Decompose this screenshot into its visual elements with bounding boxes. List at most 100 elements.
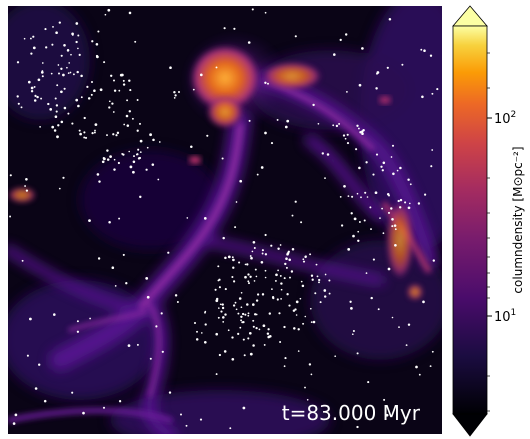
star-particle	[304, 386, 306, 389]
star-particle	[264, 81, 267, 84]
star-particle	[249, 255, 252, 257]
star-particle	[271, 288, 273, 290]
star-particle	[239, 179, 243, 183]
colorbar-minor-ticks	[487, 52, 490, 412]
star-particle	[267, 336, 270, 339]
star-particle	[206, 134, 209, 137]
star-particle	[385, 413, 389, 417]
star-particle	[149, 357, 152, 360]
star-particle	[357, 127, 360, 130]
star-particle	[118, 89, 121, 92]
star-particle	[76, 330, 80, 333]
colorbar: 102 101 columndensity [M⊙pc⁻²]	[452, 5, 525, 437]
star-particle	[77, 47, 79, 50]
star-particle	[136, 129, 139, 132]
star-particle	[252, 325, 255, 328]
star-particle	[128, 150, 130, 153]
star-particle	[218, 307, 220, 309]
star-particle	[310, 373, 313, 376]
star-particle	[418, 373, 421, 376]
star-particle	[76, 70, 79, 74]
star-particle	[63, 87, 66, 90]
star-particle	[222, 236, 225, 240]
star-particle	[99, 88, 103, 92]
star-particle	[261, 249, 264, 252]
star-particle	[55, 31, 58, 35]
star-particle	[80, 74, 83, 78]
star-particle	[356, 124, 359, 127]
star-particle	[350, 212, 353, 215]
star-particle	[220, 310, 223, 313]
star-particle	[43, 399, 47, 403]
star-particle	[284, 125, 288, 129]
star-particle	[126, 124, 130, 127]
star-particle	[248, 331, 252, 335]
star-particle	[366, 196, 369, 198]
star-particle	[238, 261, 241, 264]
star-particle	[262, 324, 266, 328]
star-particle	[266, 332, 270, 335]
star-particle	[139, 122, 141, 125]
star-particle	[344, 137, 347, 140]
star-particle	[288, 304, 291, 307]
star-particle	[138, 156, 142, 160]
star-particle	[388, 194, 390, 197]
star-particle	[145, 168, 148, 171]
star-particle	[224, 256, 227, 260]
star-particle	[394, 243, 397, 247]
star-particle	[231, 275, 234, 279]
star-particle	[95, 43, 99, 46]
star-particle	[51, 125, 55, 129]
star-particle	[123, 123, 126, 126]
star-particle	[241, 312, 245, 316]
star-particle	[122, 79, 125, 82]
star-particle	[324, 177, 326, 180]
star-particle	[279, 340, 282, 344]
star-particle	[70, 53, 72, 56]
star-particle	[285, 266, 288, 269]
star-particle	[139, 151, 142, 153]
star-particle	[417, 202, 421, 205]
dense-clumps	[8, 30, 423, 300]
star-particle	[215, 299, 219, 303]
star-particle	[324, 295, 327, 298]
star-particle	[247, 273, 250, 276]
star-particle	[72, 73, 75, 76]
star-particle	[75, 98, 79, 102]
star-particle	[387, 211, 391, 214]
star-particle	[34, 387, 38, 390]
star-particle	[84, 136, 88, 139]
star-particle	[415, 365, 418, 369]
star-particle	[179, 413, 183, 416]
star-particle	[317, 122, 320, 125]
star-particle	[319, 301, 322, 304]
star-particle	[53, 313, 56, 316]
star-particle	[104, 13, 107, 16]
star-particle	[219, 303, 222, 306]
star-particle	[293, 327, 296, 330]
star-particle	[246, 263, 249, 266]
star-particle	[79, 132, 82, 136]
star-particle	[137, 148, 140, 151]
star-particle	[60, 54, 63, 57]
star-particle	[63, 106, 67, 110]
star-particle	[139, 139, 143, 143]
star-particle	[431, 149, 434, 151]
star-particle	[75, 40, 78, 44]
star-particle	[304, 255, 307, 258]
star-particle	[218, 353, 222, 357]
star-particle	[251, 8, 254, 11]
star-particle	[356, 352, 359, 355]
star-particle	[68, 62, 71, 64]
star-particle	[312, 320, 316, 324]
star-particle	[116, 131, 120, 135]
star-particle	[287, 250, 290, 253]
star-particle	[24, 185, 27, 187]
star-particle	[382, 161, 386, 165]
star-particle	[40, 97, 43, 100]
star-particle	[276, 118, 279, 121]
star-particle	[232, 258, 235, 262]
star-particle	[381, 169, 384, 172]
star-particle	[390, 156, 393, 158]
star-particle	[204, 311, 206, 314]
